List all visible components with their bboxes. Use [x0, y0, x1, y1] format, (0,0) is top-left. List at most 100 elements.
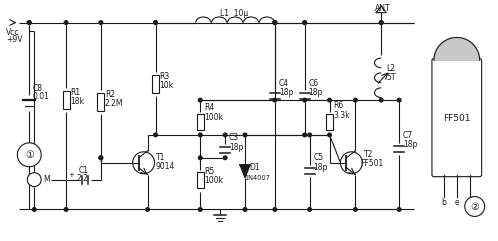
Text: 100k: 100k: [204, 113, 223, 121]
Circle shape: [379, 98, 383, 102]
Circle shape: [397, 98, 401, 102]
Text: ①: ①: [25, 150, 34, 160]
Circle shape: [397, 208, 401, 211]
Text: 2.2M: 2.2M: [105, 99, 124, 107]
Circle shape: [465, 197, 485, 216]
Text: e: e: [455, 198, 459, 207]
Text: R5: R5: [204, 167, 215, 176]
Text: 3.3k: 3.3k: [334, 111, 350, 120]
Text: R2: R2: [105, 90, 115, 99]
Text: T1: T1: [155, 153, 165, 162]
Text: R4: R4: [204, 103, 215, 112]
Circle shape: [146, 208, 149, 211]
Text: ANT: ANT: [375, 4, 391, 13]
Circle shape: [273, 98, 277, 102]
Polygon shape: [434, 38, 480, 60]
Bar: [326, 114, 333, 130]
Circle shape: [308, 133, 311, 137]
Circle shape: [223, 133, 227, 137]
Bar: [98, 93, 105, 111]
Bar: [197, 172, 204, 187]
Circle shape: [99, 21, 103, 24]
Text: c: c: [468, 198, 472, 207]
Circle shape: [354, 208, 357, 211]
Bar: [63, 91, 70, 109]
Circle shape: [303, 98, 306, 102]
Circle shape: [354, 98, 357, 102]
Text: FF501: FF501: [443, 114, 471, 122]
Circle shape: [379, 21, 383, 24]
Text: 0.01: 0.01: [32, 92, 49, 101]
Text: L2: L2: [386, 64, 395, 73]
Text: Vcc: Vcc: [6, 28, 20, 37]
Text: 10k: 10k: [159, 81, 174, 90]
Circle shape: [273, 208, 277, 211]
Text: +9V: +9V: [6, 35, 23, 44]
Circle shape: [328, 98, 331, 102]
Circle shape: [328, 133, 331, 137]
Text: 1N4007: 1N4007: [244, 175, 270, 181]
Circle shape: [303, 21, 306, 24]
Text: 18k: 18k: [70, 97, 84, 106]
Text: C1: C1: [79, 166, 89, 175]
Text: C8: C8: [32, 84, 42, 93]
Text: R3: R3: [159, 72, 170, 81]
Text: R6: R6: [334, 100, 344, 110]
Text: 100k: 100k: [204, 176, 223, 185]
Text: 2.2: 2.2: [77, 174, 89, 183]
Circle shape: [27, 21, 31, 24]
Polygon shape: [240, 165, 250, 178]
Text: FF501: FF501: [361, 159, 383, 168]
Circle shape: [154, 21, 157, 24]
Text: C6: C6: [309, 79, 319, 88]
Text: C4: C4: [279, 79, 289, 88]
Circle shape: [32, 208, 36, 211]
Text: R1: R1: [70, 88, 80, 97]
Text: 18p: 18p: [279, 88, 293, 97]
Circle shape: [154, 133, 157, 137]
Text: D1: D1: [249, 163, 259, 172]
Text: 5T: 5T: [386, 73, 396, 82]
Bar: [152, 75, 159, 93]
Text: T2: T2: [365, 150, 374, 159]
Circle shape: [64, 208, 68, 211]
Text: 9014: 9014: [155, 162, 175, 171]
Circle shape: [132, 152, 154, 174]
Circle shape: [199, 133, 202, 137]
Polygon shape: [376, 6, 386, 13]
Circle shape: [303, 133, 306, 137]
Circle shape: [99, 156, 103, 160]
Circle shape: [199, 156, 202, 160]
Circle shape: [27, 173, 41, 187]
Circle shape: [243, 208, 247, 211]
Text: C7: C7: [403, 131, 413, 141]
Circle shape: [379, 21, 383, 24]
Text: C3: C3: [229, 134, 239, 142]
Text: 18p: 18p: [309, 88, 323, 97]
Circle shape: [308, 208, 311, 211]
Text: ②: ②: [470, 201, 479, 212]
FancyBboxPatch shape: [432, 58, 482, 177]
Circle shape: [303, 21, 306, 24]
Text: b: b: [441, 198, 446, 207]
Circle shape: [273, 21, 277, 24]
Circle shape: [27, 21, 31, 24]
Text: C5: C5: [314, 153, 324, 162]
Text: 18p: 18p: [314, 163, 328, 172]
Bar: [197, 114, 204, 130]
Circle shape: [17, 143, 41, 167]
Text: 18p: 18p: [229, 143, 244, 152]
Circle shape: [199, 208, 202, 211]
Circle shape: [341, 152, 363, 174]
Text: L1  10μ: L1 10μ: [220, 9, 249, 18]
Circle shape: [199, 98, 202, 102]
Text: +: +: [68, 172, 74, 178]
Text: 18p: 18p: [403, 140, 417, 149]
Circle shape: [273, 21, 277, 24]
Circle shape: [223, 156, 227, 160]
Circle shape: [64, 21, 68, 24]
Circle shape: [243, 133, 247, 137]
Circle shape: [154, 21, 157, 24]
Circle shape: [273, 21, 277, 24]
Text: M: M: [43, 175, 50, 184]
